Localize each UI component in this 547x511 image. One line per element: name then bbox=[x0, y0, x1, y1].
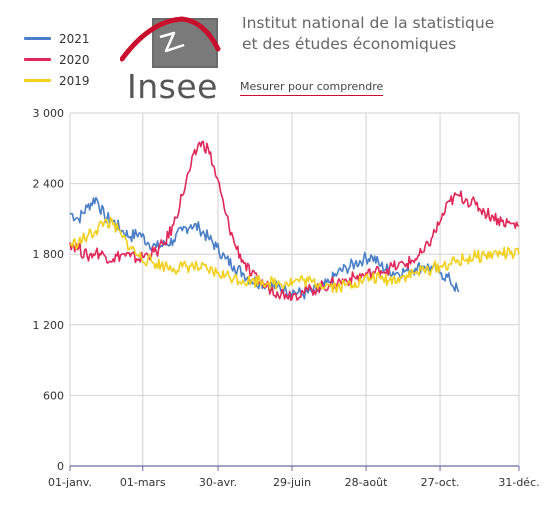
x-tick-label: 29-juin bbox=[273, 476, 311, 489]
series-line-2019 bbox=[69, 216, 520, 294]
legend-swatch-2020 bbox=[24, 58, 51, 61]
legend-item-2020[interactable]: 2020 bbox=[24, 49, 90, 70]
y-tick-label: 600 bbox=[43, 389, 64, 402]
y-tick-label: 2 400 bbox=[33, 178, 65, 191]
legend-swatch-2019 bbox=[24, 79, 51, 82]
x-tick-label: 31-déc. bbox=[498, 476, 539, 489]
series-line-2020 bbox=[69, 140, 520, 302]
y-tick-label: 3 000 bbox=[33, 107, 65, 120]
insee-logo-emblem bbox=[119, 16, 221, 68]
x-tick-label: 30-avr. bbox=[199, 476, 237, 489]
y-tick-label: 1 800 bbox=[33, 248, 65, 261]
tagline-link[interactable]: Mesurer pour comprendre bbox=[240, 80, 384, 96]
legend-label-2019: 2019 bbox=[59, 73, 90, 88]
x-tick-label: 01-mars bbox=[120, 476, 166, 489]
x-tick-label: 27-oct. bbox=[421, 476, 460, 489]
legend-swatch-2021 bbox=[24, 37, 51, 40]
y-tick-label: 1 200 bbox=[33, 319, 65, 332]
y-tick-label: 0 bbox=[57, 460, 64, 473]
logo-word: Insee bbox=[127, 67, 218, 106]
institute-name-line2: et des études économiques bbox=[242, 35, 457, 53]
legend-label-2020: 2020 bbox=[59, 52, 90, 67]
legend-item-2021[interactable]: 2021 bbox=[24, 28, 90, 49]
legend-label-2021: 2021 bbox=[59, 31, 90, 46]
chart-legend: 2021 2020 2019 bbox=[24, 28, 90, 91]
x-tick-label: 01-janv. bbox=[48, 476, 92, 489]
x-tick-label: 28-août bbox=[345, 476, 388, 489]
institute-name-line1: Institut national de la statistique bbox=[242, 14, 495, 32]
legend-item-2019[interactable]: 2019 bbox=[24, 70, 90, 91]
insee-logo: Insee bbox=[119, 15, 225, 106]
